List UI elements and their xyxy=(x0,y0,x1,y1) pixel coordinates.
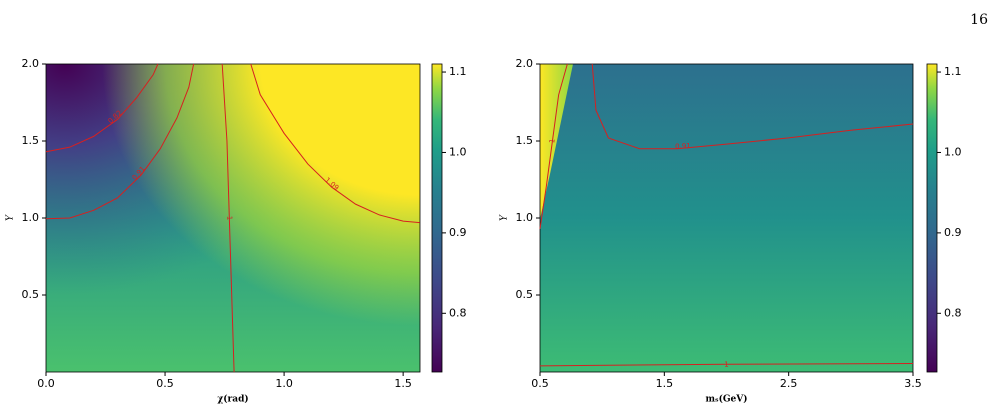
colorbar xyxy=(926,63,938,373)
colorbar-tick-label: 1.1 xyxy=(944,65,962,78)
x-tick-label: 3.5 xyxy=(904,377,922,390)
x-axis-label: χ(rad) xyxy=(217,394,248,405)
contour-line xyxy=(45,63,159,153)
colorbar xyxy=(431,63,443,373)
x-tick-label: 2.5 xyxy=(780,377,798,390)
colorbar-tick-label: 0.9 xyxy=(449,226,467,239)
y-tick-label: 1.5 xyxy=(516,134,534,147)
y-tick-label: 0.5 xyxy=(22,288,40,301)
contour-line xyxy=(539,63,568,229)
y-tick-label: 1.0 xyxy=(516,211,534,224)
contour-line xyxy=(45,63,195,220)
heatmap-high xyxy=(540,64,573,219)
contour-line xyxy=(591,63,914,150)
x-tick-label: 0.0 xyxy=(37,377,55,390)
x-tick-label: 1.5 xyxy=(656,377,674,390)
colorbar-tick-label: 0.9 xyxy=(944,226,962,239)
y-axis-label: Y xyxy=(500,214,510,221)
x-tick-label: 0.5 xyxy=(156,377,174,390)
y-tick-label: 1.0 xyxy=(22,211,40,224)
colorbar-tick-label: 1.0 xyxy=(944,145,962,158)
y-tick-label: 2.0 xyxy=(516,57,534,70)
heatmap xyxy=(540,64,913,372)
contour-line xyxy=(250,63,420,224)
colorbar-tick-label: 1.0 xyxy=(449,145,467,158)
colorbar-tick-label: 1.1 xyxy=(449,65,467,78)
y-tick-label: 2.0 xyxy=(22,57,40,70)
contour-line xyxy=(221,63,235,373)
colorbar-tick-label: 0.8 xyxy=(944,306,962,319)
contour-label: 1 xyxy=(225,216,233,221)
contour-label: 1 xyxy=(548,138,557,143)
x-axis-label: mₛ(GeV) xyxy=(706,394,748,405)
contour-label: 1 xyxy=(724,361,729,369)
contour-line xyxy=(539,363,914,367)
x-tick-label: 0.5 xyxy=(531,377,549,390)
colorbar-tick-label: 0.8 xyxy=(449,306,467,319)
x-tick-label: 1.5 xyxy=(394,377,412,390)
y-axis-label: Y xyxy=(6,214,16,221)
y-tick-label: 0.5 xyxy=(516,288,534,301)
y-tick-label: 1.5 xyxy=(22,134,40,147)
x-tick-label: 1.0 xyxy=(275,377,293,390)
contour-label: 0.91 xyxy=(675,142,691,151)
page-number: 16 xyxy=(970,12,988,28)
